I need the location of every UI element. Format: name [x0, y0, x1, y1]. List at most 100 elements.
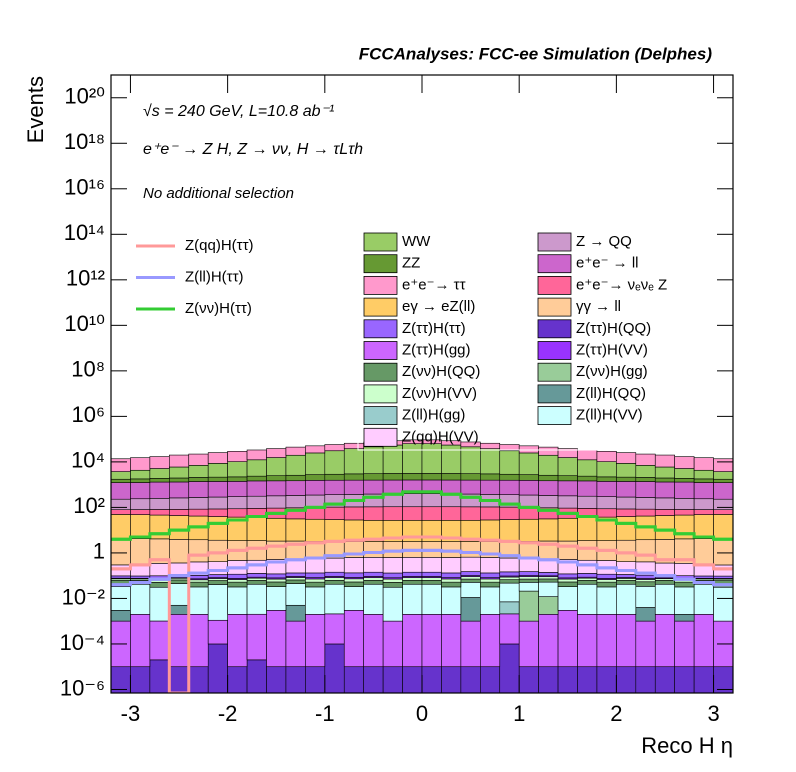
- bar-segment: [499, 579, 520, 584]
- bar-segment: [616, 476, 637, 482]
- bar-segment: [343, 519, 364, 542]
- bar-segment: [130, 514, 151, 539]
- bar-segment: [382, 586, 403, 622]
- bar-segment: [343, 610, 364, 668]
- bar-segment: [343, 666, 364, 693]
- bar-segment: [460, 473, 481, 481]
- bar-segment: [207, 481, 228, 498]
- bar-segment: [130, 666, 151, 693]
- bar-segment: [324, 519, 345, 542]
- bar-segment: [266, 480, 287, 497]
- bar-segment: [538, 578, 559, 583]
- legend-swatch: [363, 319, 398, 339]
- bar-segment: [421, 493, 442, 508]
- bar-segment: [635, 453, 656, 466]
- bar-segment: [635, 477, 656, 482]
- bar-segment: [577, 475, 598, 482]
- bar-segment: [246, 559, 267, 574]
- bar-segment: [343, 572, 364, 578]
- y-tick-label: 10⁻⁴: [59, 630, 105, 655]
- bar-segment: [402, 666, 423, 693]
- bar-segment: [480, 581, 501, 588]
- bar-segment: [266, 666, 287, 693]
- bar-segment: [480, 519, 501, 542]
- legend-swatch: [363, 297, 398, 317]
- bar-segment: [207, 584, 228, 621]
- bar-segment: [557, 480, 578, 497]
- bar-segment: [207, 452, 228, 464]
- bar-segment: [305, 586, 326, 615]
- legend-swatch: [537, 362, 572, 382]
- bar-segment: [596, 496, 617, 510]
- legend-label: Z(ll)H(ττ): [185, 268, 244, 285]
- bar-segment: [441, 666, 462, 693]
- bar-segment: [382, 473, 403, 481]
- bar-segment: [441, 479, 462, 495]
- line-connector: [111, 548, 733, 587]
- y-tick-label: 10¹²: [66, 266, 105, 291]
- chart-title: FCCAnalyses: FCC-ee Simulation (Delphes): [359, 44, 713, 63]
- bar-segment: [693, 514, 714, 539]
- bar-segment: [382, 479, 403, 495]
- y-tick-label: 10¹⁰: [64, 311, 105, 336]
- bar-segment: [693, 666, 714, 693]
- bar-segment: [285, 518, 306, 542]
- bar-segment: [266, 581, 287, 587]
- bar-segment: [363, 583, 384, 615]
- legend-label: Z(νν)H(ττ): [185, 300, 252, 317]
- bar-segment: [285, 474, 306, 482]
- bar-segment: [441, 581, 462, 588]
- bar-segment: [499, 450, 520, 475]
- bar-segment: [207, 580, 228, 585]
- bar-segment: [402, 493, 423, 508]
- bar-segment: [130, 564, 151, 577]
- bar-segment: [324, 583, 345, 615]
- bar-segment: [499, 571, 520, 577]
- bar-segment: [557, 457, 578, 476]
- bar-segment: [460, 597, 481, 622]
- bar-segment: [713, 575, 733, 579]
- bar-segment: [518, 494, 539, 508]
- bar-segment: [421, 613, 442, 668]
- bar-segment: [246, 573, 267, 578]
- plot-area: [111, 439, 733, 693]
- bar-segment: [635, 586, 656, 608]
- bar-segment: [169, 604, 190, 615]
- bar-segment: [149, 456, 170, 469]
- bar-segment: [285, 604, 306, 622]
- bar-segment: [305, 578, 326, 583]
- bar-segment: [518, 507, 539, 520]
- bar-segment: [169, 515, 190, 540]
- bar-segment: [577, 449, 598, 461]
- bar-segment: [460, 571, 481, 576]
- y-tick-label: 10¹⁶: [64, 175, 105, 200]
- bar-segment: [616, 561, 637, 575]
- legend-label: Z(νν)H(gg): [576, 363, 648, 380]
- bar-segment: [363, 446, 384, 474]
- bar-segment: [207, 539, 228, 562]
- legend-label: γγ → ll: [576, 298, 621, 315]
- bar-segment: [111, 458, 131, 472]
- bar-segment: [421, 506, 442, 521]
- bar-segment: [421, 666, 442, 693]
- bar-segment: [305, 557, 326, 574]
- bar-segment: [577, 613, 598, 668]
- bar-segment: [674, 613, 695, 622]
- bar-segment: [188, 581, 209, 588]
- legend-label: Z(ττ)H(gg): [402, 341, 471, 358]
- bar-segment: [460, 578, 481, 583]
- bar-segment: [596, 508, 617, 518]
- legend-swatch: [537, 232, 572, 252]
- bar-segment: [421, 577, 442, 581]
- bar-segment: [382, 582, 403, 588]
- legend-label: Z(qq)H(ττ): [185, 237, 254, 254]
- bar-segment: [538, 613, 559, 668]
- bar-segment: [480, 666, 501, 693]
- bar-segment: [324, 577, 345, 581]
- bar-segment: [130, 509, 151, 515]
- bar-segment: [149, 586, 170, 622]
- bar-segment: [499, 582, 520, 603]
- bar-segment: [654, 515, 675, 540]
- legend-label: e⁺e⁻→ νₑνₑ Z: [576, 276, 667, 293]
- bar-segment: [441, 572, 462, 578]
